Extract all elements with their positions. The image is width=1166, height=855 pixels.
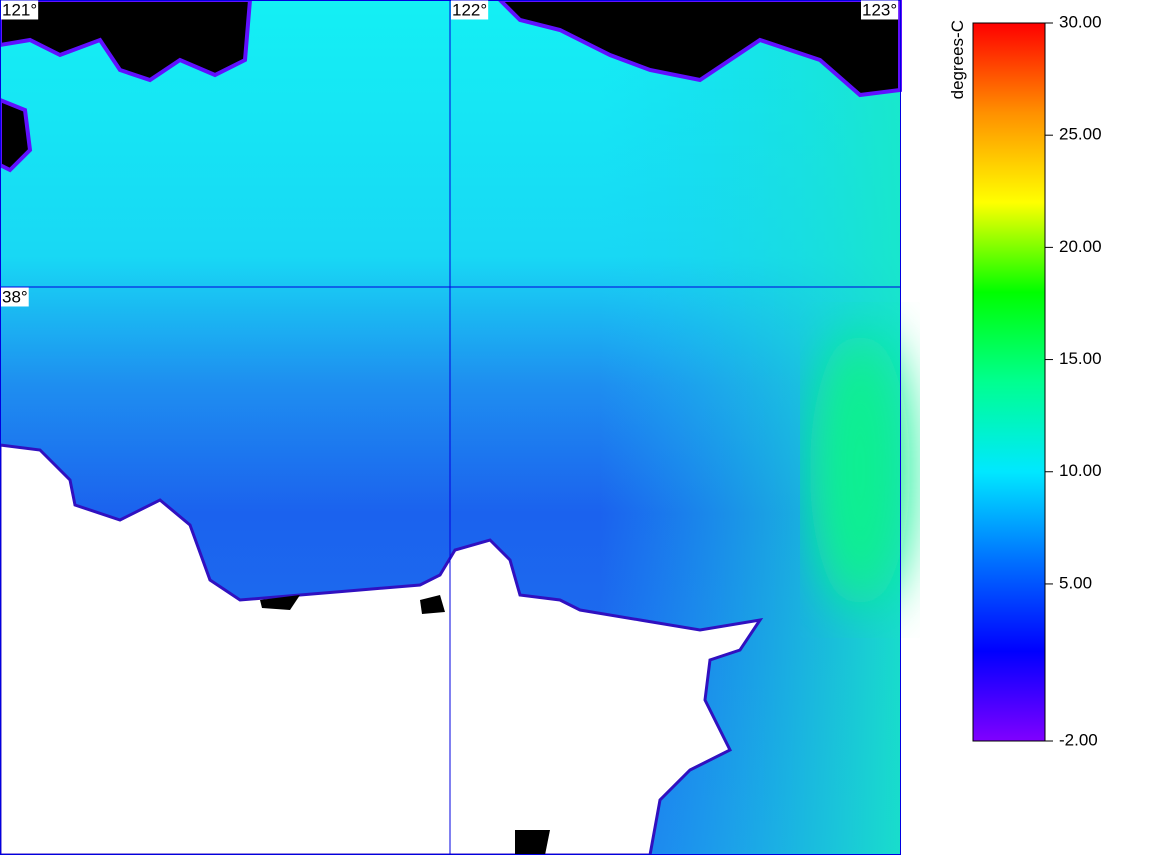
colorbar (972, 22, 1046, 742)
label-background (451, 0, 489, 20)
grid-label: 123° (862, 0, 897, 19)
map (0, 0, 910, 855)
label-background (861, 0, 899, 20)
land-island (0, 97, 33, 173)
colorbar-title: degrees-C (948, 20, 967, 99)
warm-patch (810, 330, 910, 610)
land-islet (420, 595, 445, 614)
land-islet (515, 830, 550, 855)
grid-label: 121° (2, 0, 37, 19)
grid-labels: 121° 122° 123° 38° (1, 0, 899, 307)
tick-label: 5.00 (1059, 573, 1092, 592)
land-north-west (0, 0, 253, 83)
tick-label: 25.00 (1059, 125, 1102, 144)
tick-label: 15.00 (1059, 349, 1102, 368)
land-south (0, 443, 764, 855)
grid-label: 38° (2, 287, 28, 306)
label-background (1, 287, 29, 307)
grid-label: 122° (452, 0, 487, 19)
tick-label: 20.00 (1059, 237, 1102, 256)
tick-label: -2.00 (1059, 730, 1098, 749)
tick-label: 10.00 (1059, 461, 1102, 480)
label-background (1, 0, 39, 20)
tick-label: 30.00 (1059, 12, 1102, 31)
land-islet (260, 595, 300, 610)
